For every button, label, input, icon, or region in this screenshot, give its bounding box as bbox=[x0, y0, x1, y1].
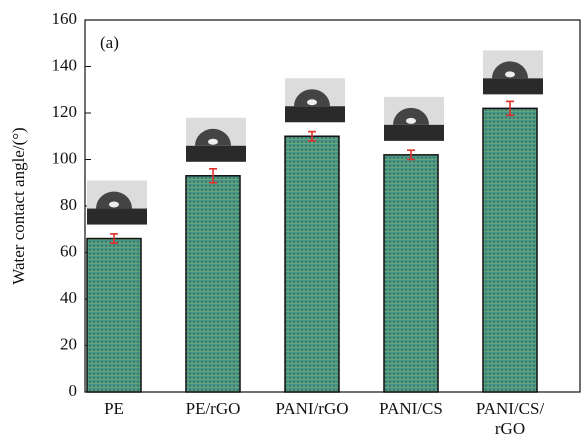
x-tick-label: PE bbox=[104, 399, 124, 418]
droplet-highlight bbox=[307, 99, 317, 105]
bar bbox=[186, 176, 240, 392]
x-tick-label: PANI/CS bbox=[379, 399, 443, 418]
droplet-base bbox=[186, 146, 246, 162]
bar bbox=[384, 155, 438, 392]
bar bbox=[483, 108, 537, 392]
droplet-highlight bbox=[406, 118, 416, 124]
x-tick-label: PANI/rGO bbox=[275, 399, 348, 418]
droplet-highlight bbox=[505, 71, 515, 77]
y-axis-label: Water contact angle/(°) bbox=[9, 127, 28, 284]
droplet-base bbox=[483, 78, 543, 94]
y-tick-label: 20 bbox=[60, 334, 77, 353]
y-tick-label: 0 bbox=[69, 381, 78, 400]
y-tick-label: 60 bbox=[60, 241, 77, 260]
y-tick-label: 40 bbox=[60, 288, 77, 307]
bar bbox=[87, 239, 141, 392]
x-tick-label: PE/rGO bbox=[186, 399, 241, 418]
y-tick-label: 100 bbox=[52, 148, 78, 167]
x-tick-label: PANI/CS/rGO bbox=[476, 399, 545, 438]
bar bbox=[285, 136, 339, 392]
annotation: (a) bbox=[100, 33, 119, 52]
droplet-base bbox=[384, 125, 444, 141]
droplet-highlight bbox=[208, 139, 218, 145]
y-tick-label: 120 bbox=[52, 102, 78, 121]
droplet-highlight bbox=[109, 202, 119, 208]
y-tick-label: 140 bbox=[52, 55, 78, 74]
droplet-base bbox=[285, 106, 345, 122]
droplet-base bbox=[87, 209, 147, 225]
y-tick-label: 160 bbox=[52, 9, 78, 28]
chart: (a) Water contact angle/(°) 0 20 40 60 80 100… bbox=[0, 0, 583, 438]
y-tick-label: 80 bbox=[60, 195, 77, 214]
